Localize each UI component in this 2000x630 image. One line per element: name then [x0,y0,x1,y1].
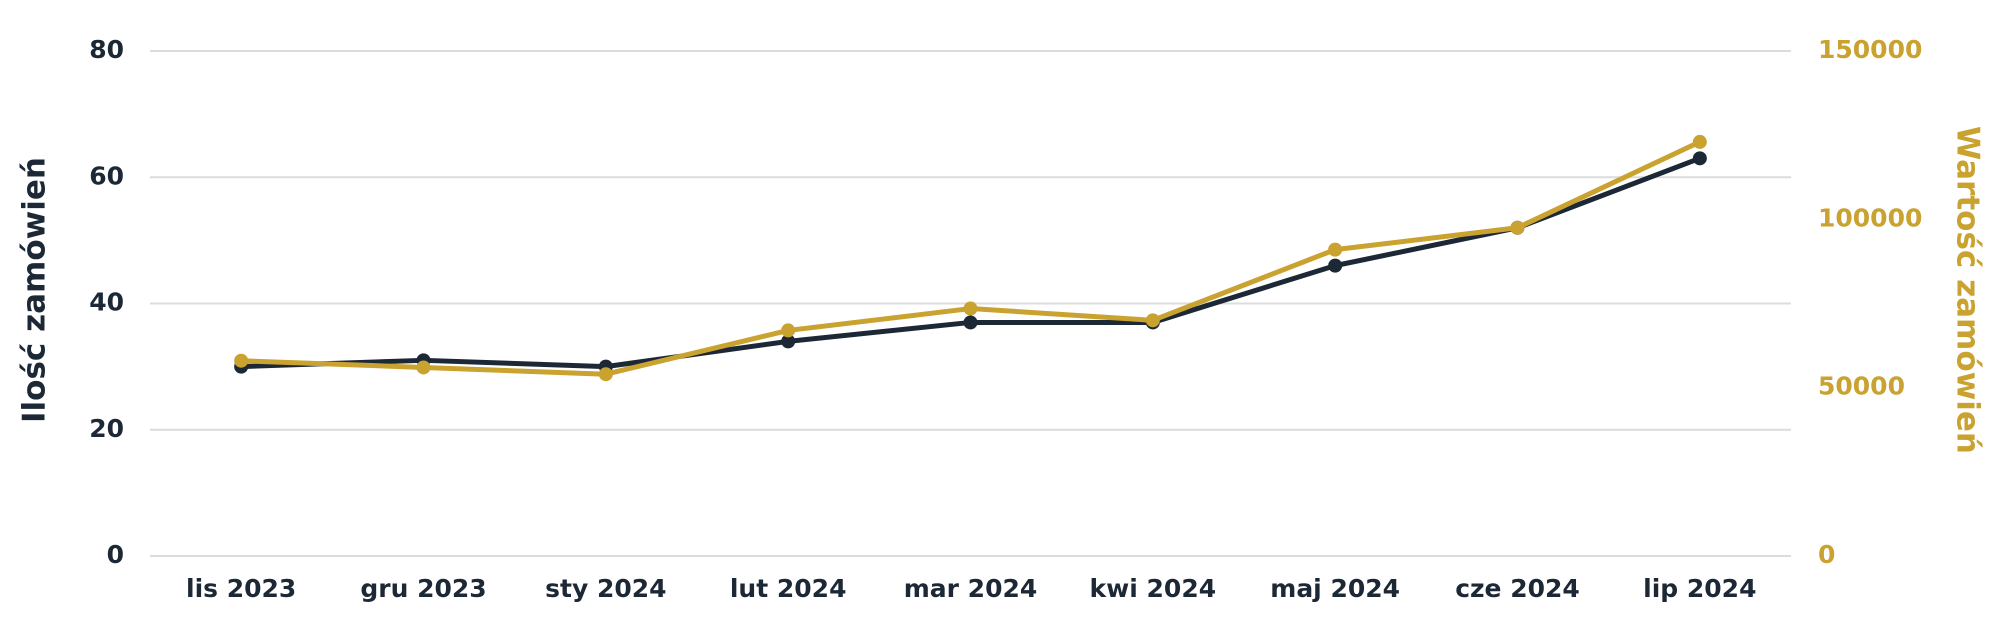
y2-axis-title: Wartość zamówień [1950,126,1986,454]
x-tick-label: lut 2024 [730,574,847,603]
y-tick-label: 20 [89,414,124,443]
x-tick-label: mar 2024 [904,574,1038,603]
data-point [781,334,796,349]
data-point [1328,258,1343,273]
data-point [1692,134,1707,149]
x-tick-label: gru 2023 [360,574,486,603]
y2-tick-label: 100000 [1818,203,1922,232]
data-point [781,323,796,338]
data-point [1510,220,1525,235]
data-point [963,315,978,330]
x-tick-label: lis 2023 [186,574,296,603]
y-tick-label: 60 [89,161,124,190]
y2-tick-label: 150000 [1818,35,1922,64]
series-line [241,155,1701,370]
x-tick-label: cze 2024 [1455,574,1580,603]
data-point [234,353,249,368]
data-point [416,360,431,375]
y2-tick-label: 50000 [1818,372,1905,401]
y-axis-title: Ilość zamówień [17,157,53,423]
y-tick-label: 0 [107,540,124,569]
data-point [963,301,978,316]
y-tick-label: 80 [89,35,124,64]
y-tick-label: 40 [89,288,124,317]
data-point [1328,242,1343,257]
y2-tick-label: 0 [1818,540,1835,569]
data-point [598,367,613,382]
x-tick-label: sty 2024 [545,574,666,603]
x-tick-label: lip 2024 [1643,574,1756,603]
x-tick-label: maj 2024 [1270,574,1400,603]
data-point [1692,151,1707,166]
x-tick-label: kwi 2024 [1090,574,1217,603]
data-point [1145,313,1160,328]
